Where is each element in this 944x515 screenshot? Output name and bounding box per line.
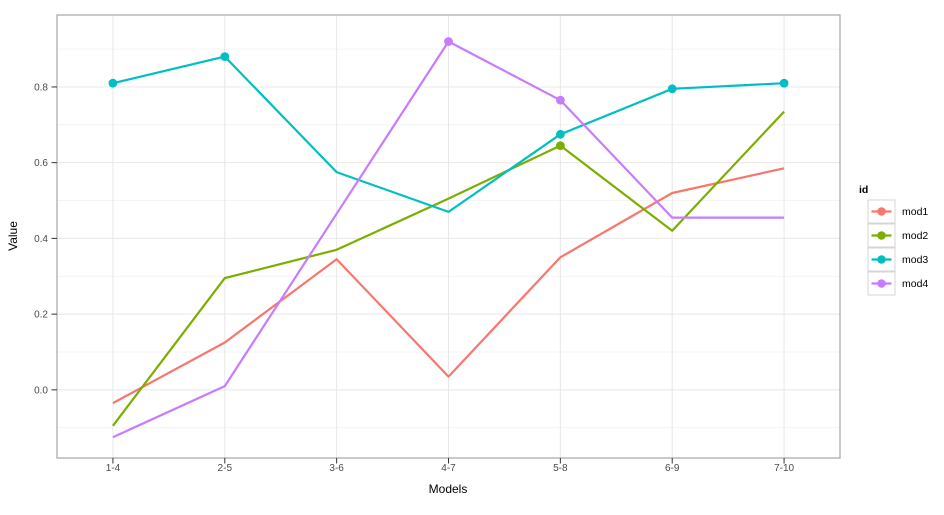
series-line-mod2 [112,110,785,427]
data-point-mod3 [108,78,118,88]
y-tick-label: 0.2 [34,310,48,321]
legend-label-mod1: mod1 [902,206,928,218]
axis-layer: 0.0 0.2 0.4 0.6 0.8 1-4 2-5 3-6 4-7 5-8 6-9 7-10 [34,82,794,474]
legend-items: mod1 mod2 mod3 mod4 [867,199,928,296]
x-tick-label: 1-4 [106,463,121,474]
x-tick-label: 5-8 [553,463,568,474]
data-point-mod3 [220,52,230,61]
legend-label-mod4: mod4 [902,278,928,290]
series-line-mod1 [112,167,785,405]
legend-title: id [859,184,868,196]
x-axis-title: Models [429,482,468,496]
legend-item-mod4: mod4 [867,271,928,296]
series-layer [108,37,789,439]
y-tick-label: 0.8 [34,82,48,93]
data-point-mod3 [779,78,789,88]
legend: id mod1 mod2 mod3 mod4 [859,184,928,296]
legend-item-mod1: mod1 [867,199,928,224]
data-point-mod3 [667,84,677,94]
legend-item-mod3: mod3 [867,247,928,272]
data-point-mod4 [556,95,565,105]
data-point-mod2 [556,141,565,151]
x-tick-label: 7-10 [774,463,794,474]
legend-key-point-mod1 [877,207,886,216]
y-tick-label: 0.6 [34,158,48,169]
legend-key-point-mod2 [877,231,886,240]
y-axis-title: Value [6,221,20,251]
y-tick-label: 0.0 [34,385,48,396]
legend-label-mod3: mod3 [902,254,928,266]
x-tick-label: 6-9 [665,463,680,474]
legend-key-point-mod3 [877,255,886,264]
legend-label-mod2: mod2 [902,230,928,242]
data-point-mod3 [556,129,565,139]
legend-key-point-mod4 [877,279,886,288]
x-tick-label: 4-7 [441,463,456,474]
x-tick-label: 3-6 [329,463,344,474]
x-tick-label: 2-5 [218,463,233,474]
data-point-mod4 [444,37,453,46]
y-tick-label: 0.4 [34,234,48,245]
legend-item-mod2: mod2 [867,223,928,248]
